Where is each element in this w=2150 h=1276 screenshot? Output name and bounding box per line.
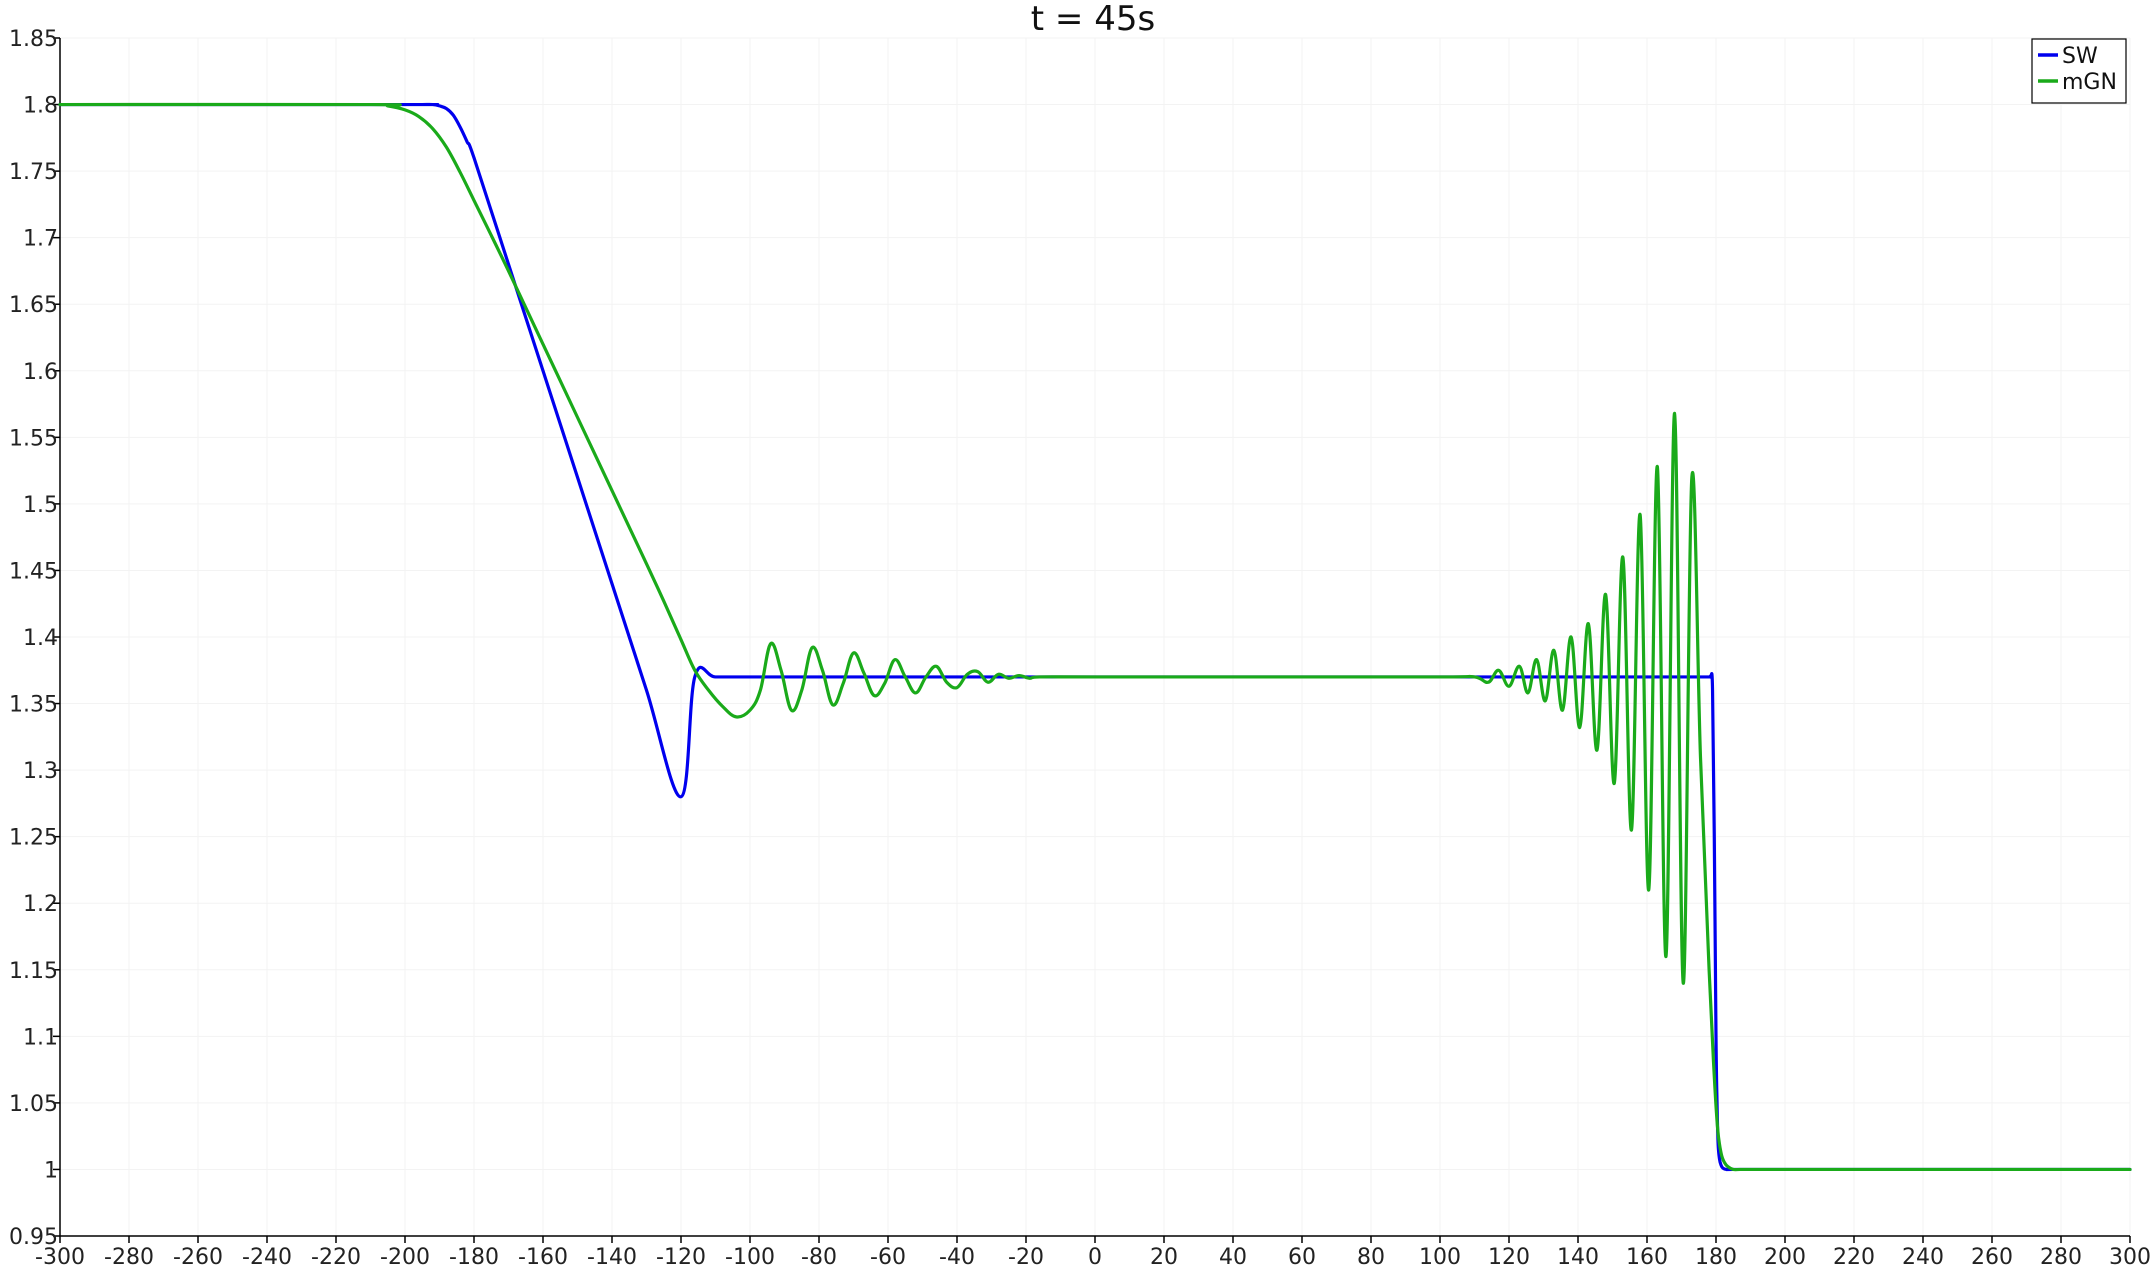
x-tick-label: -200 xyxy=(380,1245,430,1270)
series-line-sw xyxy=(58,102,2132,1172)
y-tick-label: 1.35 xyxy=(9,693,58,718)
series-line-mgn xyxy=(58,102,2132,1172)
x-tick-label: -280 xyxy=(104,1245,154,1270)
x-tick-label: 20 xyxy=(1150,1245,1178,1270)
x-tick-label: 40 xyxy=(1219,1245,1247,1270)
x-tick-label: 160 xyxy=(1626,1245,1668,1270)
y-tick-label: 1.65 xyxy=(9,293,58,318)
y-tick-label: 1.05 xyxy=(9,1092,58,1117)
y-tick-label: 1.25 xyxy=(9,826,58,851)
x-tick-label: 280 xyxy=(2040,1245,2082,1270)
y-tick-label: 1.6 xyxy=(23,360,58,385)
x-tick-label: 200 xyxy=(1764,1245,1806,1270)
x-tick-label: 240 xyxy=(1902,1245,1944,1270)
x-tick-label: -80 xyxy=(801,1245,837,1270)
y-tick-label: 1.1 xyxy=(23,1025,58,1050)
x-tick-label: -220 xyxy=(311,1245,361,1270)
x-tick-label: 180 xyxy=(1695,1245,1737,1270)
x-tick-label: -20 xyxy=(1008,1245,1044,1270)
chart-title: t = 45s xyxy=(1031,0,1155,39)
y-tick-label: 1.2 xyxy=(23,892,58,917)
legend-box xyxy=(2031,38,2127,104)
x-tick-label: -60 xyxy=(870,1245,906,1270)
x-tick-label: 100 xyxy=(1419,1245,1461,1270)
y-tick-label: 1.7 xyxy=(23,227,58,252)
y-tick-label: 1.15 xyxy=(9,959,58,984)
y-tick-label: 1.55 xyxy=(9,426,58,451)
legend-label: SW xyxy=(2062,44,2098,69)
y-tick-label: 1.8 xyxy=(23,94,58,119)
x-tick-label: -120 xyxy=(656,1245,706,1270)
x-tick-label: -140 xyxy=(587,1245,637,1270)
x-tick-label: -260 xyxy=(173,1245,223,1270)
y-tick-label: 1.85 xyxy=(9,27,58,52)
x-tick-label: -300 xyxy=(35,1245,85,1270)
x-tick-label: 300 xyxy=(2109,1245,2150,1270)
x-tick-label: -160 xyxy=(518,1245,568,1270)
y-tick-label: 1.45 xyxy=(9,559,58,584)
x-tick-label: 60 xyxy=(1288,1245,1316,1270)
y-tick-label: 1.5 xyxy=(23,493,58,518)
y-tick-label: 0.95 xyxy=(9,1225,58,1250)
x-tick-label: 260 xyxy=(1971,1245,2013,1270)
x-tick-label: -240 xyxy=(242,1245,292,1270)
x-tick-label: -100 xyxy=(725,1245,775,1270)
y-tick-label: 1.75 xyxy=(9,160,58,185)
legend-label: mGN xyxy=(2062,70,2117,95)
y-tick-label: 1.4 xyxy=(23,626,58,651)
x-tick-label: -180 xyxy=(449,1245,499,1270)
x-tick-label: 120 xyxy=(1488,1245,1530,1270)
y-tick-label: 1 xyxy=(44,1158,58,1183)
grid-layer xyxy=(59,37,2131,1237)
series-layer xyxy=(58,102,2132,1172)
axes-layer: -300 -280 -260 -240 -220 -200 -180 -160 -140 -120… xyxy=(9,27,2150,1270)
x-tick-label: 140 xyxy=(1557,1245,1599,1270)
x-tick-label: 80 xyxy=(1357,1245,1385,1270)
y-tick-label: 1.3 xyxy=(23,759,58,784)
x-tick-label: 0 xyxy=(1088,1245,1102,1270)
x-tick-label: -40 xyxy=(939,1245,975,1270)
x-tick-label: 220 xyxy=(1833,1245,1875,1270)
